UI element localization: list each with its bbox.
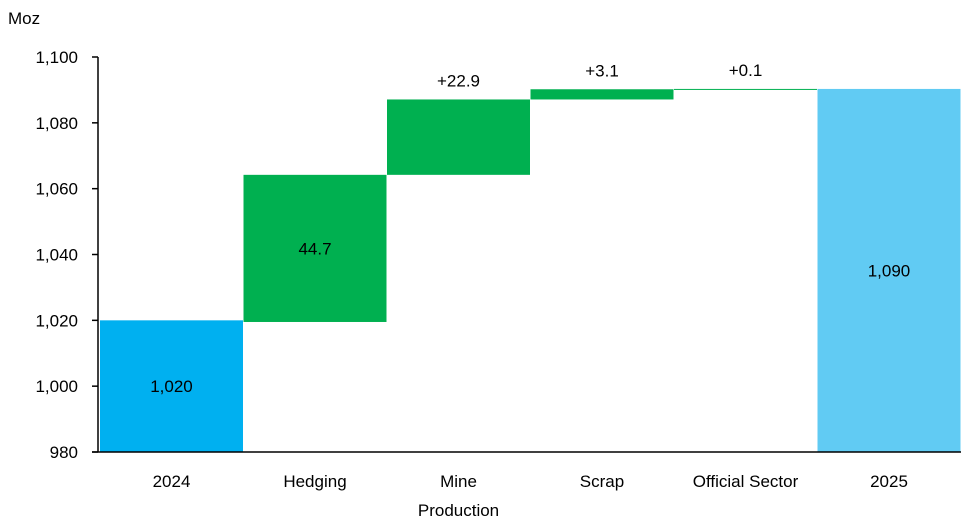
bar-increase xyxy=(530,89,674,100)
y-tick-label: 1,040 xyxy=(35,246,78,265)
bar-increase xyxy=(674,88,817,90)
y-axis-ticks: 980 1,000 1,020 1,040 1,060 1,080 1,100 xyxy=(35,48,98,462)
bar-labels-layer: 1,020 44.7 +22.9 +3.1 +0.1 1,090 xyxy=(150,61,910,396)
x-category-label: Mine xyxy=(440,472,477,491)
y-tick-label: 980 xyxy=(50,443,78,462)
y-tick-label: 1,080 xyxy=(35,114,78,133)
bar-value-label: 1,090 xyxy=(868,261,911,280)
bar-value-label: +22.9 xyxy=(437,71,480,90)
x-category-label: Production xyxy=(418,501,499,520)
y-tick-label: 1,100 xyxy=(35,48,78,67)
bars-layer xyxy=(100,88,961,452)
x-category-label: Scrap xyxy=(580,472,624,491)
y-tick-label: 1,060 xyxy=(35,180,78,199)
y-tick-label: 1,000 xyxy=(35,377,78,396)
bar-value-label: 1,020 xyxy=(150,377,193,396)
bar-value-label: 44.7 xyxy=(298,239,331,258)
y-axis-unit-label: Moz xyxy=(8,9,40,28)
bar-value-label: +3.1 xyxy=(585,61,619,80)
x-category-label: 2025 xyxy=(870,472,908,491)
x-category-label: 2024 xyxy=(153,472,191,491)
bar-increase xyxy=(243,174,387,322)
x-category-label: Hedging xyxy=(283,472,346,491)
bar-value-label: +0.1 xyxy=(729,61,763,80)
x-axis-labels: 2024 Hedging Mine Production Scrap Official S… xyxy=(153,472,908,520)
bar-increase xyxy=(387,99,530,175)
bar-total xyxy=(817,88,961,452)
y-tick-label: 1,020 xyxy=(35,311,78,330)
bar-total xyxy=(100,320,243,452)
x-category-label: Official Sector xyxy=(693,472,799,491)
